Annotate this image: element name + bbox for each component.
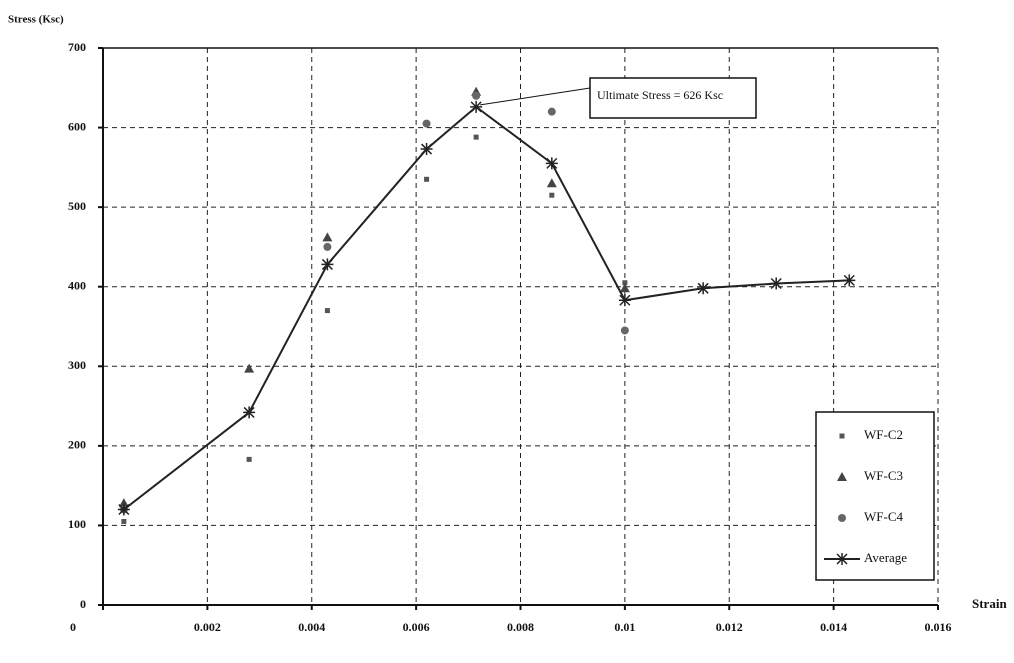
marker	[424, 176, 430, 182]
x-tick-label: 0.014	[820, 620, 847, 634]
legend: WF-C2 WF-C3 WF-C4 Average	[815, 411, 935, 581]
marker	[420, 143, 433, 156]
legend-label: WF-C2	[864, 427, 903, 442]
annotation-connector	[480, 87, 591, 106]
series-line	[123, 105, 850, 511]
marker	[244, 363, 255, 373]
x-tick-label: 0.006	[403, 620, 430, 634]
annotation-box	[589, 77, 757, 119]
marker	[837, 472, 847, 481]
y-tick-label: 0	[80, 597, 86, 611]
x-tick-label: 0.002	[194, 620, 221, 634]
y-tick-label: 700	[68, 40, 86, 54]
y-tick-label: 200	[68, 438, 86, 452]
marker	[546, 178, 557, 188]
marker	[246, 456, 252, 462]
x-tick-label: 0	[70, 620, 76, 634]
y-tick-label: 600	[68, 119, 86, 133]
marker	[838, 514, 846, 522]
legend-label: WF-C3	[864, 468, 903, 483]
marker	[121, 518, 127, 524]
marker	[620, 326, 629, 335]
marker	[622, 280, 628, 286]
marker	[618, 294, 631, 307]
annotation: Ultimate Stress = 626 Ksc	[597, 88, 723, 102]
y-tick-label: 100	[68, 517, 86, 531]
y-tick-label: 500	[68, 199, 86, 213]
marker	[322, 232, 333, 242]
marker	[117, 503, 130, 516]
x-tick-label: 0.008	[507, 620, 534, 634]
marker	[619, 283, 630, 293]
marker	[243, 406, 256, 419]
legend-box	[815, 411, 935, 581]
x-tick-label: 0.012	[716, 620, 743, 634]
y-axis-title: Stress (Ksc)	[8, 14, 64, 26]
marker	[118, 498, 129, 508]
x-tick-label: 0.01	[614, 620, 635, 634]
y-tick-label: 300	[68, 358, 86, 372]
marker	[473, 134, 479, 140]
marker	[547, 107, 556, 116]
marker	[470, 100, 483, 113]
marker	[839, 433, 845, 439]
marker	[324, 308, 330, 314]
legend-label: Average	[864, 550, 907, 565]
x-tick-label: 0.016	[925, 620, 952, 634]
marker	[836, 553, 848, 565]
marker	[697, 282, 710, 295]
legend-label: WF-C4	[864, 509, 904, 524]
marker	[323, 242, 332, 251]
y-tick-label: 400	[68, 278, 86, 292]
marker	[321, 258, 334, 271]
marker	[770, 277, 783, 290]
marker	[545, 157, 558, 170]
marker	[472, 91, 481, 100]
x-axis-title: Strain	[972, 596, 1007, 611]
marker	[843, 274, 856, 287]
x-tick-label: 0.004	[298, 620, 325, 634]
marker	[422, 119, 431, 128]
marker	[549, 192, 555, 198]
